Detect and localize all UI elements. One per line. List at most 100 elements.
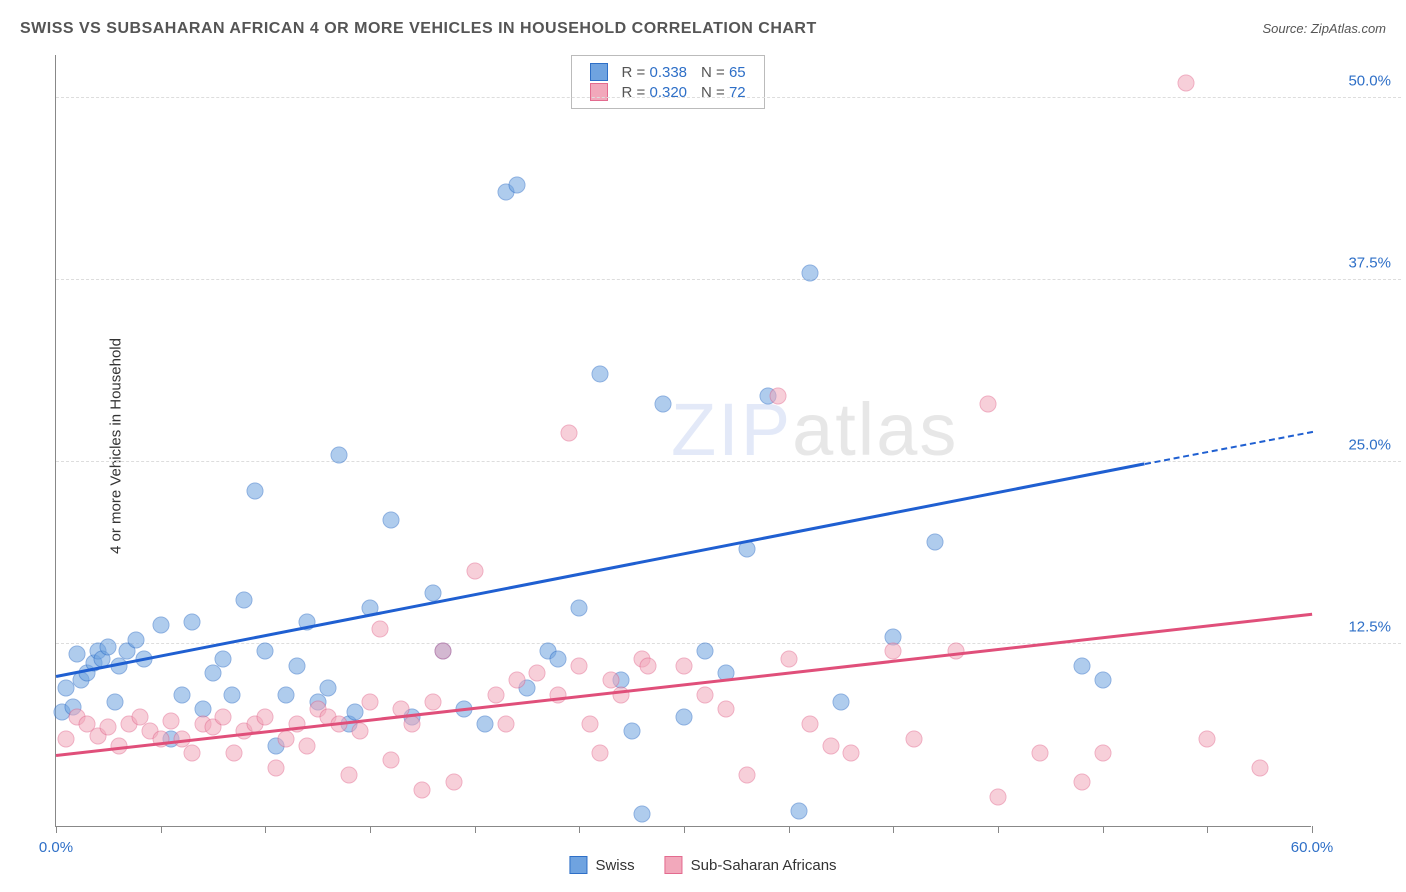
- scatter-marker: [1073, 657, 1090, 674]
- scatter-marker: [791, 803, 808, 820]
- x-tick: [370, 826, 371, 833]
- scatter-marker: [414, 781, 431, 798]
- y-tick-label: 50.0%: [1348, 72, 1391, 89]
- scatter-marker: [550, 650, 567, 667]
- scatter-marker: [466, 563, 483, 580]
- scatter-marker: [1073, 774, 1090, 791]
- stat-n-label: N = 72: [701, 84, 746, 101]
- scatter-marker: [424, 584, 441, 601]
- scatter-marker: [1094, 672, 1111, 689]
- legend-label: Sub-Saharan Africans: [691, 857, 837, 874]
- scatter-marker: [990, 788, 1007, 805]
- scatter-marker: [341, 767, 358, 784]
- x-tick-label: 0.0%: [39, 839, 73, 856]
- scatter-marker: [508, 672, 525, 689]
- scatter-marker: [571, 599, 588, 616]
- scatter-marker: [223, 686, 240, 703]
- scatter-marker: [382, 752, 399, 769]
- x-tick: [789, 826, 790, 833]
- scatter-marker: [529, 665, 546, 682]
- scatter-marker: [676, 708, 693, 725]
- scatter-marker: [801, 716, 818, 733]
- scatter-marker: [717, 701, 734, 718]
- scatter-marker: [184, 614, 201, 631]
- y-tick-label: 25.0%: [1348, 436, 1391, 453]
- scatter-marker: [435, 643, 452, 660]
- scatter-marker: [68, 646, 85, 663]
- scatter-marker: [640, 657, 657, 674]
- gridline: [56, 643, 1401, 644]
- scatter-marker: [508, 177, 525, 194]
- scatter-plot: ZIPatlas R = 0.338N = 65R = 0.320N = 72 …: [55, 55, 1311, 827]
- stats-legend: R = 0.338N = 65R = 0.320N = 72: [571, 55, 765, 109]
- legend-swatch: [590, 63, 608, 81]
- x-tick-label: 60.0%: [1291, 839, 1334, 856]
- scatter-marker: [106, 694, 123, 711]
- scatter-marker: [127, 631, 144, 648]
- series-legend: Swiss Sub-Saharan Africans: [569, 856, 836, 874]
- scatter-marker: [1251, 759, 1268, 776]
- stats-row: R = 0.320N = 72: [590, 82, 746, 102]
- scatter-marker: [906, 730, 923, 747]
- x-tick: [161, 826, 162, 833]
- scatter-marker: [885, 643, 902, 660]
- stat-r-label: R = 0.338: [622, 64, 687, 81]
- legend-swatch: [665, 856, 683, 874]
- scatter-marker: [330, 446, 347, 463]
- scatter-marker: [257, 643, 274, 660]
- gridline: [56, 97, 1401, 98]
- scatter-marker: [833, 694, 850, 711]
- scatter-marker: [288, 657, 305, 674]
- trendline: [1144, 431, 1312, 465]
- scatter-marker: [351, 723, 368, 740]
- x-tick: [56, 826, 57, 833]
- scatter-marker: [152, 617, 169, 634]
- scatter-marker: [445, 774, 462, 791]
- x-tick: [893, 826, 894, 833]
- scatter-marker: [173, 686, 190, 703]
- trendline: [56, 612, 1312, 756]
- x-tick: [1103, 826, 1104, 833]
- scatter-marker: [362, 694, 379, 711]
- x-tick: [1312, 826, 1313, 833]
- scatter-marker: [581, 716, 598, 733]
- watermark: ZIPatlas: [671, 387, 958, 472]
- x-tick: [998, 826, 999, 833]
- x-tick: [1207, 826, 1208, 833]
- scatter-marker: [163, 713, 180, 730]
- scatter-marker: [592, 745, 609, 762]
- scatter-marker: [801, 264, 818, 281]
- scatter-marker: [100, 638, 117, 655]
- scatter-marker: [477, 716, 494, 733]
- scatter-marker: [780, 650, 797, 667]
- scatter-marker: [738, 767, 755, 784]
- scatter-marker: [676, 657, 693, 674]
- scatter-marker: [770, 388, 787, 405]
- scatter-marker: [498, 716, 515, 733]
- scatter-marker: [246, 482, 263, 499]
- scatter-marker: [979, 395, 996, 412]
- scatter-marker: [257, 708, 274, 725]
- scatter-marker: [1031, 745, 1048, 762]
- scatter-marker: [487, 686, 504, 703]
- scatter-marker: [278, 686, 295, 703]
- scatter-marker: [267, 759, 284, 776]
- scatter-marker: [372, 621, 389, 638]
- scatter-marker: [403, 716, 420, 733]
- scatter-marker: [236, 592, 253, 609]
- legend-item: Sub-Saharan Africans: [665, 856, 837, 874]
- gridline: [56, 279, 1401, 280]
- x-tick: [265, 826, 266, 833]
- legend-label: Swiss: [595, 857, 634, 874]
- scatter-marker: [571, 657, 588, 674]
- x-tick: [475, 826, 476, 833]
- scatter-marker: [299, 737, 316, 754]
- scatter-marker: [550, 686, 567, 703]
- scatter-marker: [592, 366, 609, 383]
- y-tick-label: 12.5%: [1348, 618, 1391, 635]
- scatter-marker: [623, 723, 640, 740]
- scatter-marker: [927, 533, 944, 550]
- legend-item: Swiss: [569, 856, 634, 874]
- legend-swatch: [590, 83, 608, 101]
- scatter-marker: [1094, 745, 1111, 762]
